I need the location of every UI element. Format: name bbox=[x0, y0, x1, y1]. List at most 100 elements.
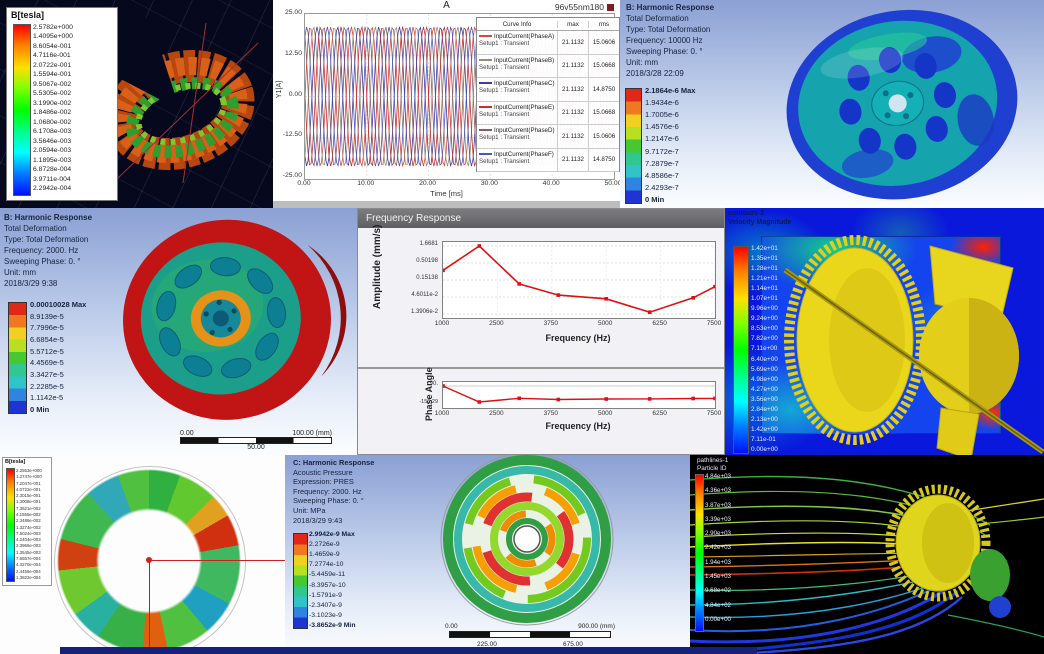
phase-x-ticks: 1000 2500 3750 5000 6250 7500 bbox=[435, 410, 721, 418]
x-tick: 2500 bbox=[489, 320, 504, 327]
x-tick: 1000 bbox=[434, 410, 450, 417]
legend-setup: Setup1 : Transient bbox=[479, 40, 530, 47]
colorbar-gradient bbox=[8, 302, 27, 414]
colorbar-gradient bbox=[695, 474, 704, 632]
colorbar-value: -8.3957e-10 bbox=[309, 581, 346, 589]
curve-color-sample bbox=[479, 105, 492, 108]
acoustic-disc-render bbox=[440, 455, 614, 626]
colorbar-values: 2.1864e-6 Max 1.9434e-6 1.7005e-6 1.4576e-6… bbox=[645, 86, 695, 204]
legend-rms-value: 15.0606 bbox=[588, 125, 619, 148]
colorbar-value: 2.2553e+000 bbox=[16, 468, 42, 473]
curve-legend[interactable]: Curve Info max rms InputCurrent(PhaseA) Set… bbox=[476, 17, 620, 172]
panel-harmonic-response-10000hz: B: Harmonic Response Total Deformation Typ… bbox=[620, 0, 1044, 208]
colorbar-value: 9.68e+02 bbox=[705, 587, 731, 595]
legend-row[interactable]: InputCurrent(PhaseB) Setup1 : Transient 21… bbox=[477, 54, 619, 78]
colorbar-value: 5.5305e-002 bbox=[33, 90, 72, 98]
colorbar-values: 2.5782e+000 1.4095e+000 8.6054e-001 4.7116e… bbox=[33, 24, 73, 192]
colorbar-value: 3.39e+03 bbox=[705, 515, 731, 523]
colorbar-value: 1.9434e-6 bbox=[645, 98, 679, 108]
panel-acoustic-pressure: C: Harmonic Response Acoustic Pressure Exp… bbox=[285, 455, 690, 654]
legend-row[interactable]: InputCurrent(PhaseF) Setup1 : Transient 21… bbox=[477, 148, 619, 172]
divider bbox=[358, 367, 724, 369]
colorbar-value: 6.40e+00 bbox=[751, 355, 778, 363]
colorbar-value: 4.84e+02 bbox=[705, 601, 731, 609]
colorbar-value: 1.42e+01 bbox=[751, 245, 778, 252]
legend-row[interactable]: InputCurrent(PhaseA) Setup1 : Transient 21… bbox=[477, 31, 619, 55]
legend-curve-name: InputCurrent(PhaseD) Setup1 : Transient bbox=[477, 125, 557, 148]
colorbar-value: 2.1864e-6 Max bbox=[645, 86, 696, 95]
header-line: B: Harmonic Response bbox=[4, 213, 93, 222]
legend-max-value: 21.1132 bbox=[557, 54, 588, 77]
header-line: Type: Total Deformation bbox=[626, 25, 711, 34]
ruler-min: 0.00 bbox=[180, 430, 194, 437]
x-tick: 10.00 bbox=[357, 180, 375, 187]
colorbar-value: 7.3521e-002 bbox=[16, 505, 41, 511]
ruler-max: 100.00 (mm) bbox=[292, 430, 332, 437]
colorbar-value: 1.0680e-002 bbox=[33, 118, 72, 126]
legend-rms-value: 14.8750 bbox=[588, 148, 619, 171]
colorbar-value: 1.94e+03 bbox=[705, 558, 731, 566]
x-tick: 6250 bbox=[652, 320, 667, 327]
window-bottom-strip bbox=[273, 201, 620, 208]
legend-curve-name: InputCurrent(PhaseF) Setup1 : Transient bbox=[477, 149, 557, 172]
x-ticks: 0.00 10.00 20.00 30.00 40.00 50.00 bbox=[297, 180, 620, 188]
legend-row[interactable]: InputCurrent(PhaseC) Setup1 : Transient 21… bbox=[477, 78, 619, 102]
colorbar-value: 4.98e+00 bbox=[751, 375, 778, 383]
colorbar-value: 2.2726e-9 bbox=[309, 541, 340, 549]
colorbar-value: 5.5712e-5 bbox=[30, 346, 64, 356]
colorbar-value: 3.3427e-5 bbox=[30, 369, 64, 379]
header-line: Sweeping Phase: 0. ° bbox=[4, 257, 81, 266]
x-tick: 7500 bbox=[706, 320, 722, 327]
amplitude-x-label: Frequency (Hz) bbox=[545, 333, 611, 343]
legend-rms-value: 15.0668 bbox=[588, 101, 619, 124]
colorbar-value: 2.3486e-002 bbox=[16, 518, 41, 524]
torus-field-render bbox=[88, 18, 259, 184]
colorbar-value: 2.13e+00 bbox=[751, 415, 778, 423]
ruler-bar bbox=[180, 437, 332, 444]
colorbar-values: 1.42e+01 1.35e+01 1.28e+01 1.21e+01 1.14e+01… bbox=[751, 245, 778, 453]
colorbar-value: 2.9942e-9 Max bbox=[309, 531, 355, 538]
colorbar-value: 9.96e+00 bbox=[751, 305, 778, 313]
colorbar-value: 1.8486e-002 bbox=[33, 109, 72, 117]
amplitude-curve bbox=[443, 242, 715, 318]
colorbar-value: 8.6054e-001 bbox=[33, 42, 72, 50]
panel-cfd-velocity: contours-2 Velocity Magnitude 1.42e+01 1.… bbox=[725, 208, 1044, 455]
panel-maxwell-ring: B[tesla] 2.2553e+000 1.2747e+000 7.2047e-0… bbox=[0, 455, 285, 654]
deformed-disc-render bbox=[786, 9, 1018, 200]
legend-rms-value: 14.8750 bbox=[588, 78, 619, 101]
colorbar-value: 1.1142e-5 bbox=[30, 393, 64, 403]
panel-transient-current-plot: A 96v55nm180 Y1[A] 25.00 12.50 0.00 -12.50-… bbox=[273, 0, 621, 202]
ruler-q3: 675.00 bbox=[563, 641, 583, 648]
colorbar-value: 4.2404e-003 bbox=[16, 537, 41, 543]
panel-maxwell-torus: B[tesla] 2.5782e+000 1.4095e+000 8.6054e-0… bbox=[0, 0, 273, 208]
design-tab[interactable]: 96v55nm180 bbox=[555, 2, 614, 12]
streamlines-render bbox=[690, 475, 1044, 654]
colorbar-value: 1.5594e-001 bbox=[33, 71, 72, 79]
colorbar-values: 0.00010028 Max 8.9139e-5 7.7996e-5 6.6854e-… bbox=[30, 300, 86, 414]
colorbar-value: 4.84e+03 bbox=[705, 473, 731, 480]
result-header: C: Harmonic Response Acoustic Pressure Exp… bbox=[293, 458, 374, 525]
colorbar-values: 2.2553e+000 1.2747e+000 7.2047e-001 4.0722e… bbox=[16, 468, 42, 580]
result-header: B: Harmonic Response Total Deformation Typ… bbox=[4, 212, 92, 289]
header-line: B: Harmonic Response bbox=[626, 3, 715, 12]
pathlines-name: pathlines-1 bbox=[697, 457, 729, 464]
colorbar-value: 3.1990e-002 bbox=[33, 99, 72, 107]
colorbar-value: 0 Min bbox=[30, 404, 50, 414]
curve-color-sample bbox=[479, 35, 492, 38]
header-line: Unit: MPa bbox=[293, 505, 326, 515]
legend-setup: Setup1 : Transient bbox=[479, 157, 530, 165]
y-tick: 0.50198 bbox=[416, 258, 438, 264]
header-line: Frequency: 2000. Hz bbox=[293, 486, 362, 496]
legend-row[interactable]: InputCurrent(PhaseD) Setup1 : Transient 21… bbox=[477, 125, 619, 149]
curve-color-sample bbox=[479, 58, 492, 61]
y-tick: -12.50 bbox=[282, 131, 302, 139]
header-line: Sweeping Phase: 0. ° bbox=[293, 496, 364, 506]
header-line: Frequency: 2000. Hz bbox=[4, 246, 79, 255]
legend-row[interactable]: InputCurrent(PhaseE) Setup1 : Transient 21… bbox=[477, 101, 619, 125]
legend-header: rms bbox=[588, 20, 619, 28]
legend-setup: Setup1 : Transient bbox=[479, 134, 530, 141]
colorbar-value: 9.24e+00 bbox=[751, 315, 778, 323]
window-title-bar[interactable]: Frequency Response bbox=[358, 209, 724, 228]
pathlines-variable: Particle ID bbox=[697, 464, 727, 472]
x-tick: 2500 bbox=[489, 410, 504, 417]
